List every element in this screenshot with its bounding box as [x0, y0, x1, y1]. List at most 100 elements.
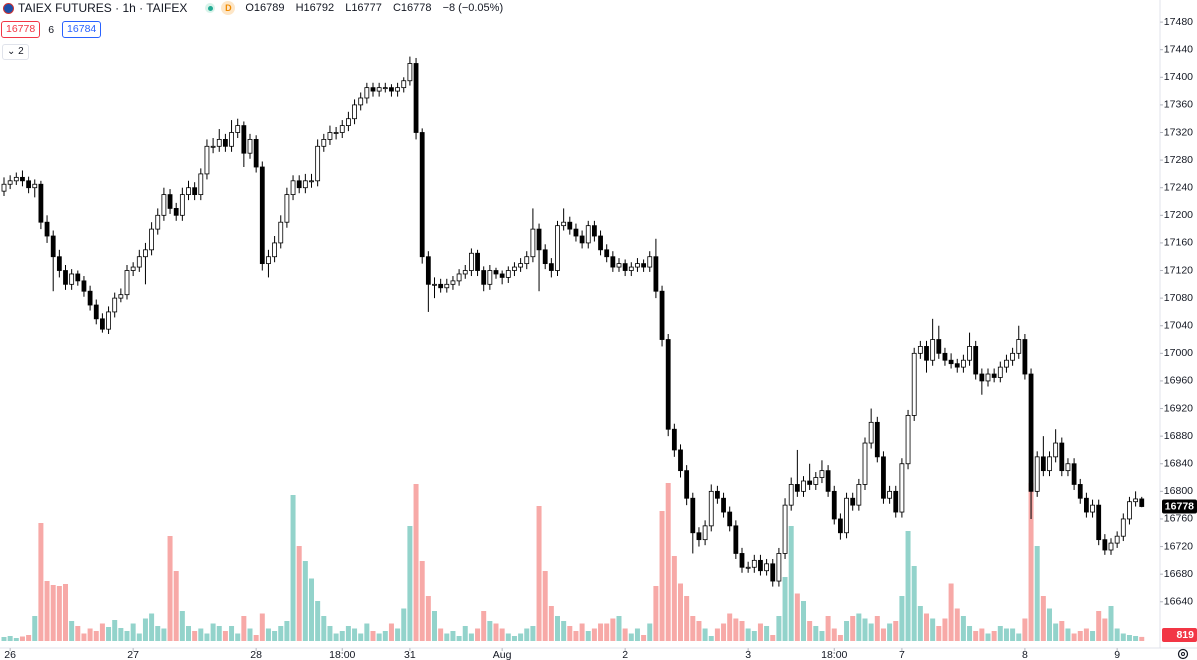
volume-bar: [555, 616, 560, 641]
candle-body: [942, 352, 948, 361]
volume-bar: [874, 616, 880, 641]
candle-body: [462, 270, 468, 275]
candle-body: [438, 283, 444, 289]
candle-body: [81, 280, 87, 292]
volume-bar: [407, 526, 413, 641]
volume-bar: [782, 577, 788, 641]
candle-body: [856, 484, 862, 506]
candle-body: [1059, 442, 1065, 472]
volume-bar: [413, 484, 419, 641]
volume-bar: [733, 618, 739, 641]
y-tick-label: 16960: [1164, 375, 1193, 387]
y-tick-label: 16720: [1164, 540, 1193, 552]
volume-bar: [142, 618, 148, 641]
volume-bar: [32, 616, 38, 641]
buy-button[interactable]: 16784: [62, 21, 102, 38]
volume-bar: [81, 633, 87, 641]
volume-bar: [850, 616, 856, 641]
y-tick-label: 17440: [1164, 43, 1193, 55]
volume-bar: [764, 626, 770, 641]
candle-body: [1004, 359, 1009, 368]
candle-body: [1071, 463, 1077, 485]
candle-body: [1047, 456, 1052, 472]
y-tick-label: 17200: [1164, 209, 1193, 221]
volume-bar: [136, 633, 142, 641]
volume-bar: [1114, 628, 1120, 641]
y-tick-label: 16880: [1164, 430, 1193, 442]
volume-bar: [868, 623, 874, 641]
volume-bar: [893, 621, 899, 641]
sell-button[interactable]: 16778: [1, 21, 41, 38]
candle-body: [530, 228, 536, 258]
volume-bar: [548, 606, 554, 641]
volume-bar: [714, 628, 720, 641]
volume-bar: [192, 631, 198, 641]
volume-bar: [1108, 606, 1114, 641]
volume-bar: [112, 620, 118, 641]
candle-body: [850, 497, 856, 506]
candle-body: [26, 180, 32, 189]
candle-body: [339, 125, 345, 133]
volume-bar: [444, 633, 450, 641]
symbol-title[interactable]: TAIEX FUTURES · 1h · TAIFEX: [18, 1, 188, 15]
candle-body: [592, 225, 597, 237]
y-tick-label: 17040: [1164, 320, 1193, 332]
candle-body: [561, 221, 567, 227]
volume-bar: [819, 631, 825, 641]
volume-bar: [358, 633, 364, 641]
volume-bar: [272, 631, 278, 641]
settings-button[interactable]: [1177, 648, 1189, 660]
volume-bar: [573, 631, 579, 641]
delay-badge[interactable]: D: [221, 1, 236, 15]
candle-body: [235, 125, 241, 133]
candle-body: [739, 553, 745, 568]
volume-bar: [880, 628, 886, 641]
indicators-toggle[interactable]: ⌄ 2: [2, 44, 29, 60]
indicator-count: 2: [18, 46, 24, 57]
candle-body: [1120, 518, 1126, 537]
candle-body: [917, 346, 923, 354]
volume-bar: [210, 623, 216, 641]
candle-body: [222, 138, 228, 147]
volume-bar: [56, 586, 62, 641]
volume-bar: [216, 626, 222, 641]
volume-bar: [524, 628, 530, 641]
candle-body: [512, 266, 517, 271]
candle-body: [997, 366, 1003, 378]
volume-bar: [278, 626, 284, 641]
candle-body: [604, 249, 610, 258]
volume-bar: [229, 626, 235, 641]
candle-body: [302, 180, 308, 189]
candle-body: [155, 214, 161, 230]
volume-bar: [604, 623, 610, 641]
candle-body: [1, 183, 7, 192]
candle-body: [838, 518, 843, 534]
candle-body: [585, 225, 591, 244]
candle-body: [1053, 442, 1059, 458]
volume-bar: [235, 633, 241, 641]
volume-bar: [339, 631, 345, 641]
candle-body: [444, 283, 450, 289]
candle-body: [413, 63, 419, 133]
volume-bar: [106, 627, 112, 641]
candle-body: [204, 145, 210, 175]
candle-body: [708, 490, 714, 527]
candle-body: [764, 563, 769, 572]
volume-bar: [63, 584, 68, 641]
volume-bar: [370, 631, 376, 641]
candle-body: [1090, 504, 1095, 513]
candle-body: [985, 373, 991, 382]
volume-bar: [1083, 628, 1089, 641]
candle-body: [112, 297, 118, 313]
candle-body: [548, 263, 554, 271]
candle-body: [13, 176, 19, 182]
volume-bar: [973, 631, 979, 641]
candle-body: [979, 373, 985, 382]
candle-body: [782, 504, 788, 554]
candle-body: [696, 532, 702, 541]
ohlc-value: 16792: [303, 2, 335, 14]
volume-bar: [721, 623, 727, 641]
volume-bar: [708, 636, 714, 641]
candle-body: [579, 235, 585, 244]
